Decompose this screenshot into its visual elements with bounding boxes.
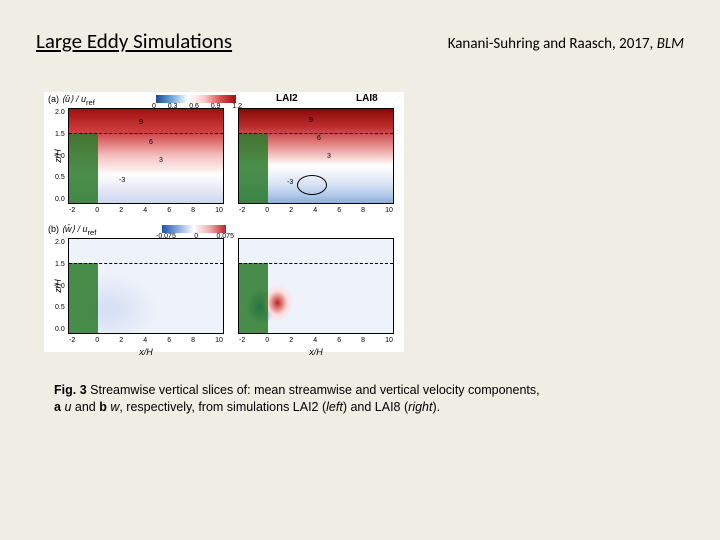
- canopy-top-line: [69, 263, 223, 264]
- forest-block-icon: [69, 263, 98, 333]
- citation-authors: Kanani-Suhring and Raasch, 2017,: [448, 35, 657, 53]
- citation: Kanani-Suhring and Raasch, 2017, BLM: [448, 35, 684, 53]
- page-title: Large Eddy Simulations: [36, 28, 232, 54]
- y-ticks: 0.0 0.5 1.0 1.5 2.0: [55, 239, 65, 333]
- x-ticks: -2 0 2 4 6 8 10: [69, 207, 223, 214]
- colorbar-a: [156, 95, 236, 103]
- panel-b-label: (b) ⟨w̄⟩ / uref: [48, 224, 96, 237]
- subplot-a-lai2: 9 6 3 -3 z/H 0.0 0.5 1.0 1.5 2.0 -2 0 2 …: [68, 108, 224, 204]
- forest-block-icon: [239, 263, 268, 333]
- canopy-top-line: [239, 263, 393, 264]
- canopy-top-line: [239, 133, 393, 134]
- citation-journal: BLM: [657, 35, 684, 53]
- panel-a-label: (a) ⟨ū⟩ / uref: [48, 94, 95, 107]
- subplot-b-lai2: z/H 0.0 0.5 1.0 1.5 2.0 -2 0 2 4 6 8 10 …: [68, 238, 224, 334]
- forest-block-icon: [239, 133, 268, 203]
- slide-header: Large Eddy Simulations Kanani-Suhring an…: [36, 28, 684, 54]
- figure: (a) ⟨ū⟩ / uref 0 0.3 0.6 0.9 1.2 LAI2 LA…: [44, 92, 404, 352]
- forest-block-icon: [69, 133, 98, 203]
- panel-row-b: (b) ⟨w̄⟩ / uref -0.075 0 0.075 z/H 0.0 0…: [44, 222, 404, 352]
- x-axis-label: x/H: [309, 347, 323, 357]
- subplot-b-lai8: -2 0 2 4 6 8 10 x/H: [238, 238, 394, 334]
- x-ticks: -2 0 2 4 6 8 10: [239, 337, 393, 344]
- x-axis-label: x/H: [139, 347, 153, 357]
- subplot-a-lai8: 9 6 3 -3 -2 0 2 4 6 8 10: [238, 108, 394, 204]
- colorbar-b: [162, 225, 226, 233]
- x-ticks: -2 0 2 4 6 8 10: [239, 207, 393, 214]
- column-title-lai2: LAI2: [276, 93, 298, 104]
- panel-row-a: (a) ⟨ū⟩ / uref 0 0.3 0.6 0.9 1.2 LAI2 LA…: [44, 92, 404, 222]
- y-ticks: 0.0 0.5 1.0 1.5 2.0: [55, 109, 65, 203]
- caption-fignum: Fig. 3: [54, 383, 87, 397]
- x-ticks: -2 0 2 4 6 8 10: [69, 337, 223, 344]
- column-title-lai8: LAI8: [356, 93, 378, 104]
- figure-caption: Fig. 3 Streamwise vertical slices of: me…: [54, 382, 544, 416]
- contour-closed: [297, 175, 327, 195]
- canopy-top-line: [69, 133, 223, 134]
